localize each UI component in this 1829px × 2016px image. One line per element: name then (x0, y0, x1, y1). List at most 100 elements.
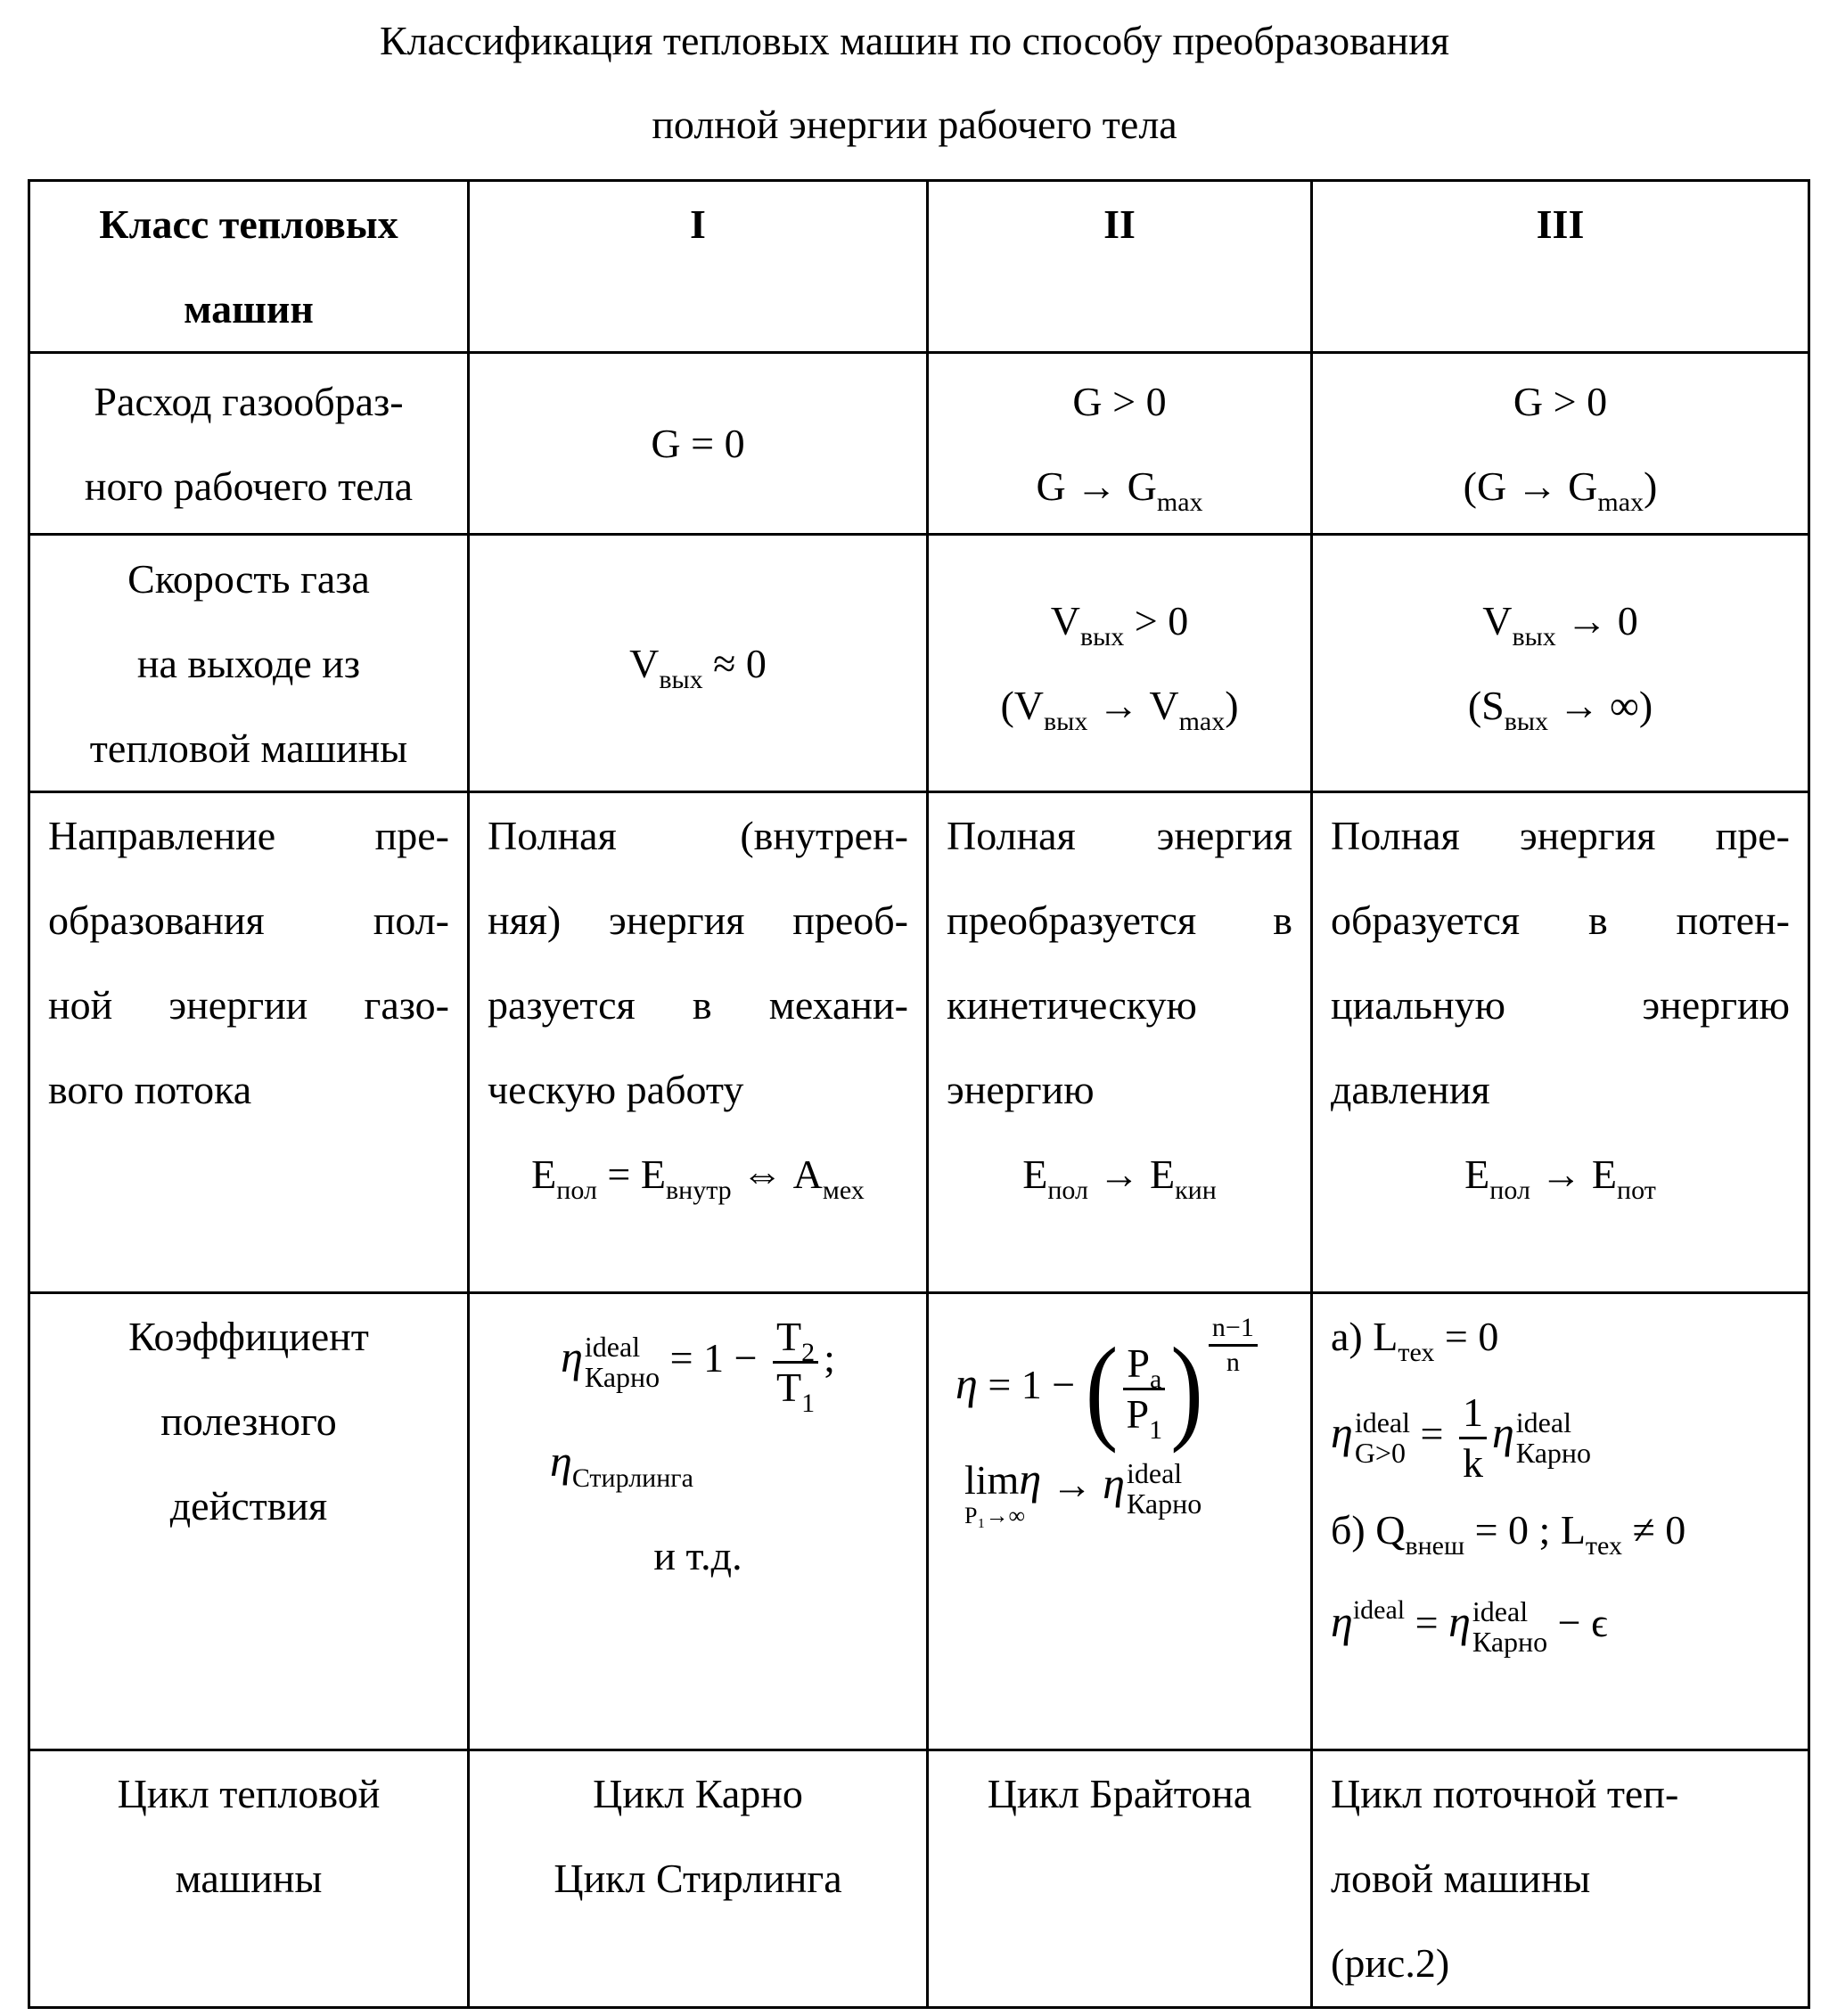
formula-superscript: ideal (1355, 1407, 1410, 1438)
formula-subscript: мех (823, 1176, 865, 1205)
formula-line: Vвых → 0 (1331, 578, 1790, 663)
formula-text: (V (1000, 683, 1044, 728)
velocity-class-ii: Vвых > 0 (Vвых → Vmax) (928, 535, 1312, 792)
formula-text: → ∞) (1548, 683, 1653, 728)
eta-symbol: η (1331, 1407, 1353, 1457)
formula-text: = (1410, 1411, 1454, 1456)
formula-line: а) Lтех = 0 (1331, 1294, 1790, 1379)
formula-text: E (1022, 1151, 1047, 1197)
classification-table: Класс тепловых машин I II III Расход газ… (28, 179, 1810, 2009)
exponent-fraction: n−1n (1209, 1312, 1258, 1379)
formula-superscript: ideal (1516, 1407, 1591, 1438)
formula-subscript: вых (1044, 707, 1087, 736)
formula-subscript: Стирлинга (572, 1463, 693, 1493)
eta-symbol: η (956, 1358, 978, 1408)
cycle-class-i: Цикл Карно Цикл Стирлинга (469, 1750, 928, 2008)
formula-line: Eпол → Eпот (1331, 1132, 1790, 1217)
formula-text: ⇔ A (732, 1151, 823, 1197)
direction-label-cell: Направление пре- образования пол- ной эн… (29, 792, 469, 1293)
formula-text: → (1041, 1462, 1103, 1507)
fraction: 1k (1459, 1389, 1487, 1487)
label-line: машины (48, 1836, 449, 1921)
text-line: преобразуется в (947, 878, 1292, 963)
formula-line: Eпол = Eвнутр ⇔ Aмех (488, 1132, 908, 1217)
formula-text: = 1 − (978, 1362, 1086, 1407)
flow-label-cell: Расход газообраз- ного рабочего тела (29, 353, 469, 535)
header-label-cell: Класс тепловых машин (29, 181, 469, 353)
text-line: кинетическую (947, 963, 1292, 1047)
formula-line: G > 0 (1331, 359, 1790, 444)
formula-line: Eпол → Eкин (947, 1132, 1292, 1217)
formula-text: E (1464, 1151, 1489, 1197)
denominator: T (776, 1364, 801, 1410)
formula-subscript: пот (1617, 1176, 1656, 1205)
efficiency-class-i: ηidealКарно = 1 − T2T1; ηСтирлинга и т.д… (469, 1293, 928, 1750)
flow-class-ii: G > 0 G → Gmax (928, 353, 1312, 535)
header-label-line: машин (48, 266, 449, 351)
efficiency-label-cell: Коэффициент полезного действия (29, 1293, 469, 1750)
label-line: Направление пре- (48, 793, 449, 878)
limit-formula: limηP₁→∞ → ηidealКарно (938, 1456, 1301, 1529)
formula-subscript: тех (1398, 1338, 1434, 1367)
eta-symbol: η (561, 1332, 583, 1381)
fraction: T2T1 (773, 1313, 818, 1412)
formula-subscript: 1 (1149, 1415, 1162, 1445)
formula-text: = 1 − (660, 1335, 767, 1381)
numerator: P (1127, 1340, 1150, 1386)
exponent-denominator: n (1209, 1347, 1258, 1379)
flow-class-i: G = 0 (469, 353, 928, 535)
etc-text: и т.д. (488, 1512, 908, 1601)
formula-subscript: вых (1512, 622, 1555, 652)
formula-line: (G → Gmax) (1331, 444, 1790, 529)
formula-text: > 0 (1124, 598, 1188, 643)
formula-line: б) Qвнеш = 0 ; Lтех ≠ 0 (1331, 1487, 1790, 1572)
formula-subscript: пол (1047, 1176, 1088, 1205)
eta-symbol: η (1019, 1454, 1041, 1504)
header-class-ii: II (928, 181, 1312, 353)
cycle-label-cell: Цикл тепловой машины (29, 1750, 469, 2008)
direction-class-i: Полная (внутрен- няя) энергия преоб- раз… (469, 792, 928, 1293)
efficiency-class-iii: а) Lтех = 0 ηidealG>0 = 1kηidealКарно б)… (1312, 1293, 1809, 1750)
formula-subscript: max (1179, 707, 1226, 736)
formula-subscript: Карно (1127, 1488, 1202, 1519)
eta-symbol: η (1492, 1407, 1514, 1457)
formula-text: → E (1088, 1151, 1175, 1197)
formula-text: а) L (1331, 1314, 1398, 1359)
formula-text: lim (964, 1457, 1019, 1503)
formula-line: Vвых > 0 (947, 578, 1292, 663)
cycle-row: Цикл тепловой машины Цикл Карно Цикл Сти… (29, 1750, 1809, 2008)
formula-superscript: ideal (1353, 1595, 1405, 1625)
exponent-numerator: n−1 (1209, 1312, 1258, 1347)
formula-text: → 0 (1556, 598, 1638, 643)
label-line: Расход газообраз- (48, 359, 449, 444)
cycle-class-ii: Цикл Брайтона (928, 1750, 1312, 2008)
formula-subscript: внеш (1405, 1531, 1464, 1561)
eta-symbol: η (550, 1436, 572, 1486)
text-line: (рис.2) (1331, 1921, 1790, 2005)
formula-text: G → G (1036, 463, 1156, 509)
formula-line: (Vвых → Vmax) (947, 663, 1292, 748)
text-line: образуется в потен- (1331, 878, 1790, 963)
label-line: образования пол- (48, 878, 449, 963)
formula-subscript: вых (659, 665, 702, 694)
header-class-i: I (469, 181, 928, 353)
text-line: Полная энергия (947, 793, 1292, 878)
velocity-row: Скорость газа на выходе из тепловой маши… (29, 535, 1809, 792)
flow-class-iii: G > 0 (G → Gmax) (1312, 353, 1809, 535)
formula-line: (Sвых → ∞) (1331, 663, 1790, 748)
formula-subscript: пол (556, 1176, 597, 1205)
formula-text: ; (824, 1335, 835, 1381)
flow-row: Расход газообраз- ного рабочего тела G =… (29, 353, 1809, 535)
formula-subscript: вых (1080, 622, 1124, 652)
label-line: тепловой машины (48, 706, 449, 791)
fraction: PaP1 (1123, 1340, 1165, 1438)
formula-subscript: пол (1489, 1176, 1530, 1205)
formula-text: = (1405, 1600, 1448, 1645)
formula-text: − ϵ (1547, 1600, 1608, 1645)
text-line: Цикл Стирлинга (488, 1836, 908, 1921)
efficiency-row: Коэффициент полезного действия ηidealКар… (29, 1293, 1809, 1750)
text-line: циальную энергию (1331, 963, 1790, 1047)
label-line: на выходе из (48, 621, 449, 706)
text-line: Полная энергия пре- (1331, 793, 1790, 878)
header-label-line: Класс тепловых (48, 182, 449, 266)
